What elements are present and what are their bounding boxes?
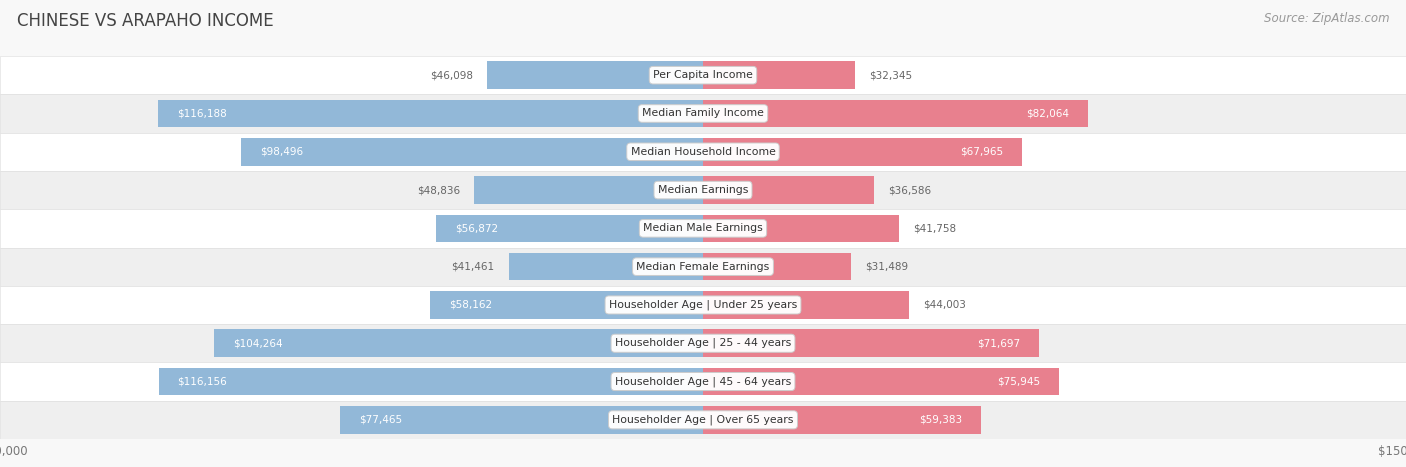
Bar [340,406,703,434]
Text: Householder Age | Under 25 years: Householder Age | Under 25 years [609,300,797,310]
Bar [0,56,1406,94]
Bar [159,99,703,127]
Text: $46,098: $46,098 [430,70,472,80]
Text: $98,496: $98,496 [260,147,304,157]
Bar [703,214,898,242]
Text: Householder Age | Over 65 years: Householder Age | Over 65 years [612,415,794,425]
Bar [703,99,1088,127]
Text: $31,489: $31,489 [865,262,908,272]
Text: $41,758: $41,758 [912,223,956,234]
Bar [436,214,703,242]
Text: $36,586: $36,586 [889,185,932,195]
Bar [0,209,1406,248]
Text: Median Family Income: Median Family Income [643,108,763,119]
Text: Source: ZipAtlas.com: Source: ZipAtlas.com [1264,12,1389,25]
Text: $71,697: $71,697 [977,338,1021,348]
Text: $77,465: $77,465 [359,415,402,425]
Text: $48,836: $48,836 [418,185,460,195]
Text: Median Household Income: Median Household Income [630,147,776,157]
Bar [0,324,1406,362]
Bar [703,329,1039,357]
Text: $75,945: $75,945 [997,376,1040,387]
Bar [703,406,981,434]
Bar [703,138,1022,166]
Text: $58,162: $58,162 [449,300,492,310]
Text: $116,156: $116,156 [177,376,228,387]
Bar [0,401,1406,439]
Bar [703,253,851,281]
Bar [703,61,855,89]
Bar [0,171,1406,209]
Text: $104,264: $104,264 [233,338,283,348]
Text: CHINESE VS ARAPAHO INCOME: CHINESE VS ARAPAHO INCOME [17,12,274,30]
Text: $116,188: $116,188 [177,108,226,119]
Text: Householder Age | 25 - 44 years: Householder Age | 25 - 44 years [614,338,792,348]
Bar [0,362,1406,401]
Text: $32,345: $32,345 [869,70,911,80]
Text: $59,383: $59,383 [920,415,963,425]
Bar [703,176,875,204]
Bar [430,291,703,319]
Bar [0,133,1406,171]
Text: $41,461: $41,461 [451,262,495,272]
Bar [474,176,703,204]
Bar [703,291,910,319]
Bar [486,61,703,89]
Text: $82,064: $82,064 [1026,108,1069,119]
Bar [214,329,703,357]
Bar [242,138,703,166]
Bar [509,253,703,281]
Text: Householder Age | 45 - 64 years: Householder Age | 45 - 64 years [614,376,792,387]
Text: $44,003: $44,003 [924,300,966,310]
Bar [0,286,1406,324]
Text: Median Female Earnings: Median Female Earnings [637,262,769,272]
Text: $67,965: $67,965 [960,147,1002,157]
Text: $56,872: $56,872 [456,223,498,234]
Text: Per Capita Income: Per Capita Income [652,70,754,80]
Bar [0,94,1406,133]
Bar [0,248,1406,286]
Text: Median Male Earnings: Median Male Earnings [643,223,763,234]
Bar [159,368,703,396]
Text: Median Earnings: Median Earnings [658,185,748,195]
Bar [703,368,1059,396]
